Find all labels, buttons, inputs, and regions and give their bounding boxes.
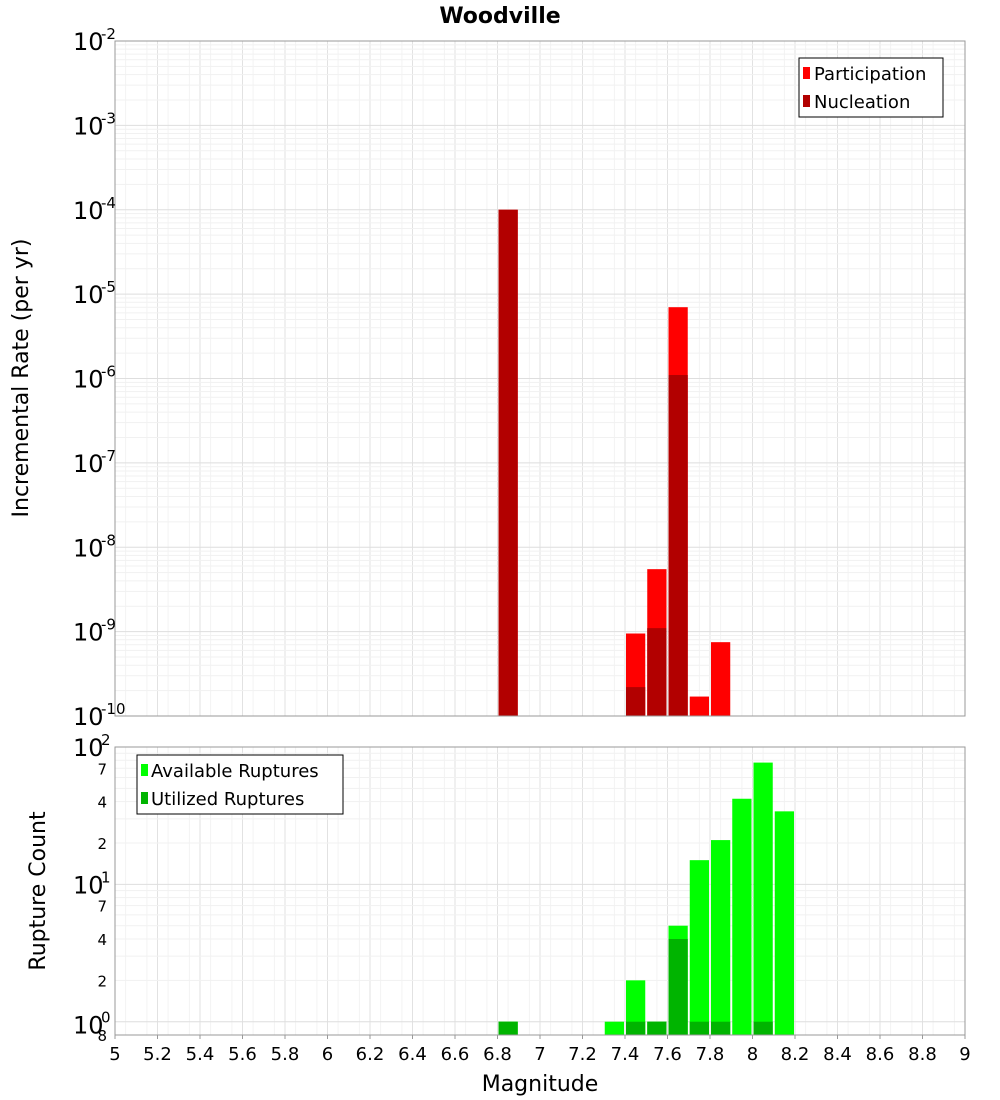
y-tick-exponent: 0 xyxy=(101,1009,111,1027)
x-tick-label: 8.2 xyxy=(781,1044,810,1065)
y-tick-label: 10 xyxy=(73,871,104,899)
x-tick-label: 5.6 xyxy=(228,1044,257,1065)
participation-bar xyxy=(689,696,709,716)
y-tick-label: 10 xyxy=(73,703,104,731)
y-tick-exponent: -8 xyxy=(101,531,116,549)
legend-participation-swatch xyxy=(803,67,810,79)
y-tick-exponent: -2 xyxy=(101,25,116,43)
y-minor-tick-label: 4 xyxy=(97,931,107,949)
x-tick-label: 5 xyxy=(109,1044,120,1065)
legend-box xyxy=(136,754,344,815)
utilized-ruptures-bar xyxy=(711,1021,731,1035)
x-tick-label: 8.8 xyxy=(908,1044,937,1065)
legend-available-label: Available Ruptures xyxy=(151,761,319,782)
legend-utilized-swatch xyxy=(141,792,148,804)
y-tick-exponent: -7 xyxy=(101,447,116,465)
x-tick-label: 7.6 xyxy=(653,1044,682,1065)
x-tick-label: 7.2 xyxy=(568,1044,597,1065)
x-tick-label: 7.8 xyxy=(696,1044,725,1065)
x-tick-label: 5.8 xyxy=(271,1044,300,1065)
legend-nucleation-label: Nucleation xyxy=(814,92,910,113)
bottom-legend: Available Ruptures Utilized Ruptures xyxy=(136,754,344,815)
y-tick-exponent: -5 xyxy=(101,278,116,296)
utilized-ruptures-bar xyxy=(498,1021,518,1035)
x-tick-label: 6 xyxy=(322,1044,333,1065)
top-legend: Participation Nucleation xyxy=(798,57,944,118)
participation-bar xyxy=(711,642,731,716)
available-ruptures-bar xyxy=(689,860,709,1035)
x-tick-label: 7 xyxy=(534,1044,545,1065)
available-ruptures-bar xyxy=(711,840,731,1035)
x-tick-label: 8 xyxy=(747,1044,758,1065)
x-tick-label: 8.6 xyxy=(866,1044,895,1065)
y-minor-tick-label: 2 xyxy=(97,835,107,853)
x-tick-label: 7.4 xyxy=(611,1044,640,1065)
bottom-bars xyxy=(498,762,794,1035)
top-plot-border xyxy=(114,40,966,717)
nucleation-bar xyxy=(626,687,646,716)
y-tick-label: 10 xyxy=(73,734,104,762)
x-tick-label: 5.4 xyxy=(186,1044,215,1065)
y-tick-label: 10 xyxy=(73,619,104,647)
nucleation-bar xyxy=(647,628,667,716)
top-y-axis-label: Incremental Rate (per yr) xyxy=(9,239,34,518)
y-minor-tick-label: 4 xyxy=(97,794,107,812)
x-tick-label: 8.4 xyxy=(823,1044,852,1065)
y-tick-label: 10 xyxy=(73,1012,104,1040)
available-ruptures-bar xyxy=(604,1021,624,1035)
y-tick-exponent: -10 xyxy=(101,700,126,718)
legend-box xyxy=(798,57,944,118)
available-ruptures-bar xyxy=(774,811,794,1035)
y-minor-tick-label: 2 xyxy=(97,972,107,990)
y-tick-exponent: -3 xyxy=(101,109,116,127)
x-axis-label: Magnitude xyxy=(482,1072,599,1097)
y-tick-exponent: -6 xyxy=(101,363,116,381)
legend-participation-label: Participation xyxy=(814,64,926,85)
y-tick-label: 10 xyxy=(73,281,104,309)
y-minor-tick-label: 7 xyxy=(97,898,107,916)
utilized-ruptures-bar xyxy=(753,1021,773,1035)
x-tick-label: 9 xyxy=(959,1044,970,1065)
legend-available-swatch xyxy=(141,764,148,776)
y-tick-label: 10 xyxy=(73,197,104,225)
y-tick-exponent: -9 xyxy=(101,616,116,634)
y-tick-label: 10 xyxy=(73,112,104,140)
top-gridlines xyxy=(115,41,966,717)
y-tick-label: 10 xyxy=(73,28,104,56)
y-tick-exponent: -4 xyxy=(101,194,116,212)
bottom-y-axis-label: Rupture Count xyxy=(26,811,51,971)
x-tick-label: 5.2 xyxy=(143,1044,172,1065)
nucleation-bar xyxy=(498,209,518,716)
nucleation-bar xyxy=(668,375,688,716)
y-tick-label: 10 xyxy=(73,450,104,478)
available-ruptures-bar xyxy=(626,980,646,1035)
utilized-ruptures-bar xyxy=(647,1021,667,1035)
legend-utilized-label: Utilized Ruptures xyxy=(151,789,304,810)
top-bars xyxy=(498,209,731,716)
legend-nucleation-swatch xyxy=(803,95,810,107)
x-tick-labels: 5 5.2 5.4 5.6 5.8 6 6.2 6.4 6.6 6.8 7 7.2 7.4 7.6 7.8 8… xyxy=(109,1035,971,1065)
y-minor-tick-label: 7 xyxy=(97,760,107,778)
utilized-ruptures-bar xyxy=(689,1021,709,1035)
x-tick-label: 6.8 xyxy=(483,1044,512,1065)
y-tick-exponent: 1 xyxy=(101,868,111,886)
y-tick-label: 10 xyxy=(73,366,104,394)
y-minor-tick-label: 8 xyxy=(97,1027,107,1045)
chart-title: Woodville xyxy=(439,4,560,29)
utilized-ruptures-bar xyxy=(626,1021,646,1035)
x-tick-label: 6.6 xyxy=(441,1044,470,1065)
x-tick-label: 6.2 xyxy=(356,1044,385,1065)
available-ruptures-bar xyxy=(753,762,773,1035)
x-tick-label: 6.4 xyxy=(398,1044,427,1065)
y-tick-label: 10 xyxy=(73,534,104,562)
available-ruptures-bar xyxy=(732,798,752,1035)
y-tick-exponent: 2 xyxy=(101,731,111,749)
utilized-ruptures-bar xyxy=(668,939,688,1035)
